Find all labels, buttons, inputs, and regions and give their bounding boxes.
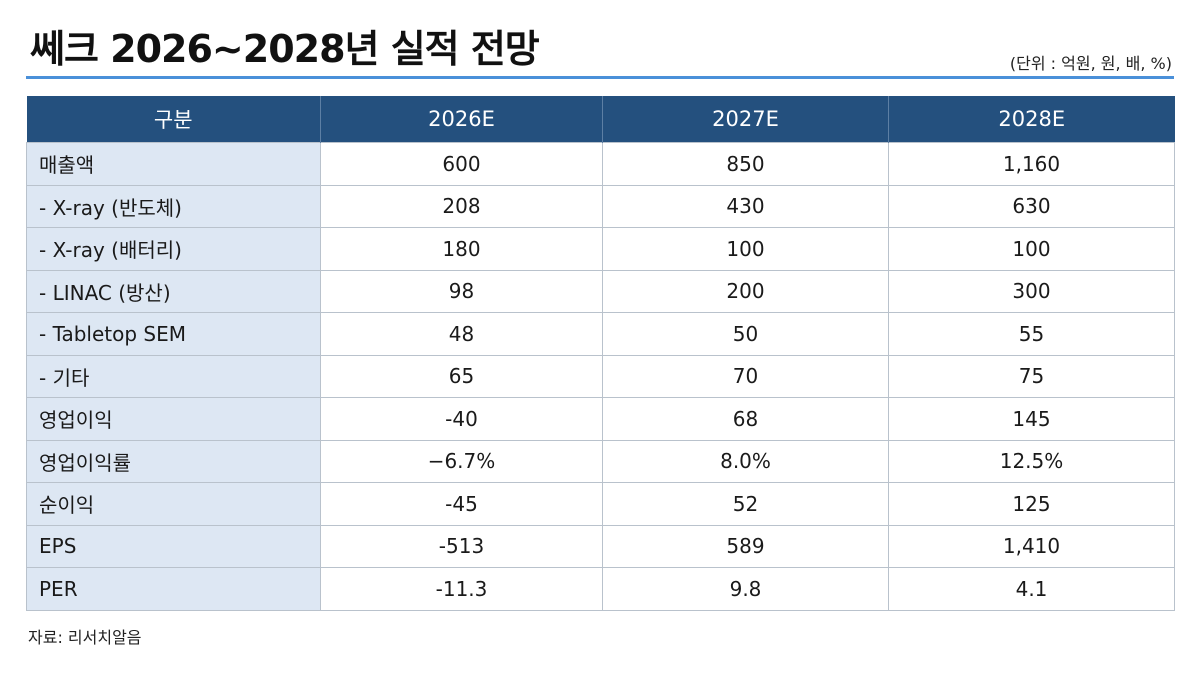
table-header-row: 구분 2026E 2027E 2028E (26, 96, 1175, 143)
table-row: 순이익 -45 52 125 (26, 482, 1175, 526)
row-label: - LINAC (방산) (26, 269, 321, 313)
title-divider (26, 76, 1174, 79)
cell-value: 600 (320, 142, 603, 186)
cell-value: 630 (888, 184, 1175, 228)
row-label: - X-ray (배터리) (26, 227, 321, 271)
table-row: 영업이익 -40 68 145 (26, 397, 1175, 441)
cell-value: 1,410 (888, 524, 1175, 568)
cell-value: 850 (602, 142, 889, 186)
cell-value: 180 (320, 227, 603, 271)
row-label: PER (26, 567, 321, 611)
header-2026e: 2026E (320, 96, 603, 143)
cell-value: 300 (888, 269, 1175, 313)
row-label: - Tabletop SEM (26, 312, 321, 356)
cell-value: 145 (888, 397, 1175, 441)
cell-value: 65 (320, 354, 603, 398)
row-label: 영업이익 (26, 397, 321, 441)
cell-value: 75 (888, 354, 1175, 398)
cell-value: 4.1 (888, 567, 1175, 611)
cell-value: 12.5% (888, 439, 1175, 483)
cell-value: 200 (602, 269, 889, 313)
row-label: 영업이익률 (26, 439, 321, 483)
cell-value: 98 (320, 269, 603, 313)
source-note: 자료: 리서치알음 (28, 628, 142, 647)
table-row: - X-ray (배터리) 180 100 100 (26, 227, 1175, 271)
table-row: - LINAC (방산) 98 200 300 (26, 269, 1175, 313)
header-2028e: 2028E (888, 96, 1175, 143)
cell-value: -11.3 (320, 567, 603, 611)
table-row: EPS -513 589 1,410 (26, 524, 1175, 568)
cell-value: 52 (602, 482, 889, 526)
row-label: EPS (26, 524, 321, 568)
header-category: 구분 (26, 96, 321, 143)
cell-value: 125 (888, 482, 1175, 526)
cell-value: 9.8 (602, 567, 889, 611)
forecast-table: 구분 2026E 2027E 2028E 매출액 600 850 1,160 - X-… (26, 96, 1175, 611)
cell-value: 100 (602, 227, 889, 271)
cell-value: 100 (888, 227, 1175, 271)
cell-value: 68 (602, 397, 889, 441)
row-label: 순이익 (26, 482, 321, 526)
cell-value: 430 (602, 184, 889, 228)
cell-value: 48 (320, 312, 603, 356)
cell-value: 70 (602, 354, 889, 398)
row-label: - X-ray (반도체) (26, 184, 321, 228)
cell-value: 208 (320, 184, 603, 228)
cell-value: -45 (320, 482, 603, 526)
table-row: 영업이익률 −6.7% 8.0% 12.5% (26, 439, 1175, 483)
table-row: 매출액 600 850 1,160 (26, 142, 1175, 186)
cell-value: 50 (602, 312, 889, 356)
table-row: - 기타 65 70 75 (26, 354, 1175, 398)
cell-value: -513 (320, 524, 603, 568)
unit-note: (단위 : 억원, 원, 배, %) (1009, 54, 1172, 73)
page-title: 쎄크 2026~2028년 실적 전망 (30, 27, 540, 71)
table-row: PER -11.3 9.8 4.1 (26, 567, 1175, 611)
cell-value: 1,160 (888, 142, 1175, 186)
row-label: - 기타 (26, 354, 321, 398)
cell-value: 589 (602, 524, 889, 568)
table-row: - Tabletop SEM 48 50 55 (26, 312, 1175, 356)
header-2027e: 2027E (602, 96, 889, 143)
cell-value: 55 (888, 312, 1175, 356)
cell-value: 8.0% (602, 439, 889, 483)
table-row: - X-ray (반도체) 208 430 630 (26, 184, 1175, 228)
cell-value: −6.7% (320, 439, 603, 483)
cell-value: -40 (320, 397, 603, 441)
row-label: 매출액 (26, 142, 321, 186)
